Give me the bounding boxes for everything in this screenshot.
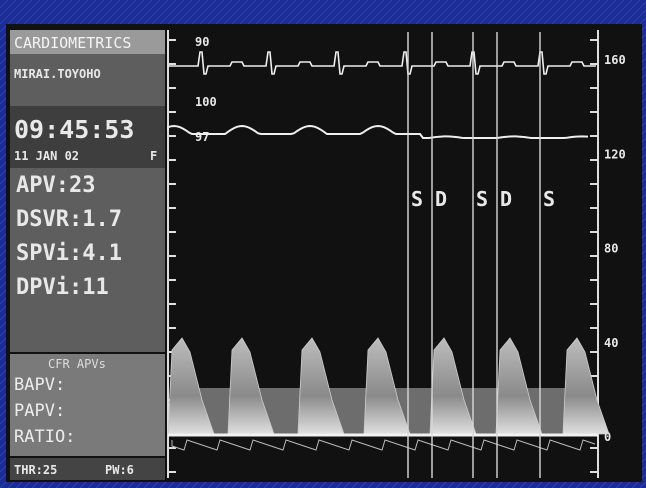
brand: CARDIOMETRICS	[14, 34, 131, 52]
patient: MIRAI.TOYOHO	[14, 67, 101, 81]
date: 11 JAN 02	[14, 149, 79, 163]
flag: F	[150, 149, 157, 163]
monitor: CARDIOMETRICS MIRAI.TOYOHO 09:45:53 11 J…	[0, 0, 646, 488]
reading: APV:23	[16, 173, 95, 198]
marker-label: S	[543, 187, 555, 211]
reading: DSVR:1.7	[16, 207, 122, 232]
cfr-row: RATIO:	[14, 427, 75, 447]
page: CARDIOMETRICS MIRAI.TOYOHO 09:45:53 11 J…	[0, 0, 646, 488]
marker-label: D	[435, 187, 447, 211]
pw: PW:6	[105, 463, 134, 477]
pressure-label: 97	[195, 130, 209, 144]
threshold: THR:25	[14, 463, 57, 477]
scale-label: 120	[604, 147, 626, 161]
ecg-label: 90	[195, 35, 209, 49]
marker-label: D	[500, 187, 512, 211]
marker-label: S	[476, 187, 488, 211]
cfr-row: BAPV:	[14, 375, 65, 395]
marker-label: S	[411, 187, 423, 211]
scale-label: 40	[604, 336, 618, 350]
scale-label: 160	[604, 53, 626, 67]
cfr-row: PAPV:	[14, 401, 65, 421]
reading: DPVi:11	[16, 275, 109, 300]
reading: SPVi:4.1	[16, 241, 122, 266]
cfr-title: CFR APVs	[48, 357, 106, 371]
pressure-top-label: 100	[195, 95, 217, 109]
time: 09:45:53	[14, 115, 134, 144]
scale-label: 80	[604, 242, 618, 256]
